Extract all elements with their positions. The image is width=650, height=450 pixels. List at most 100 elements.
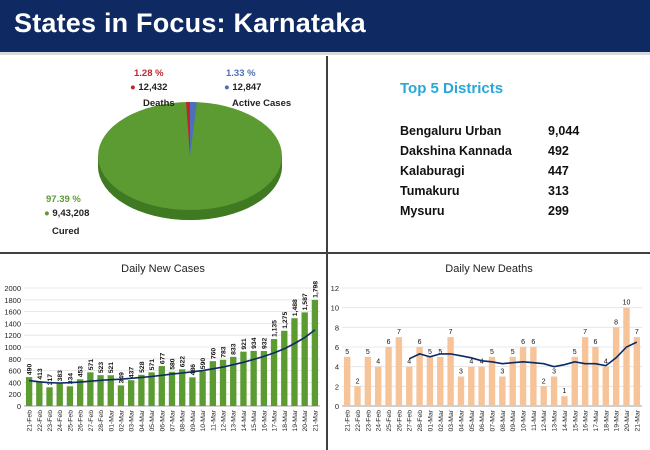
data-label: 413 — [37, 368, 44, 380]
x-tick-label: 20-Mar — [624, 409, 631, 431]
data-label: 1,587 — [302, 293, 309, 310]
x-tick-label: 04-Mar — [139, 409, 146, 431]
x-tick-label: 08-Mar — [180, 409, 187, 431]
data-label: 580 — [170, 358, 177, 370]
data-label: 317 — [47, 374, 54, 386]
bar — [36, 381, 43, 406]
x-tick-label: 10-Mar — [200, 409, 207, 431]
x-tick-label: 13-Mar — [552, 409, 559, 431]
district-value: 313 — [548, 184, 569, 198]
data-label: 590 — [200, 358, 207, 370]
data-label: 6 — [418, 339, 422, 346]
x-tick-label: 07-Mar — [490, 409, 497, 431]
cured-count-value: 9,43,208 — [52, 208, 90, 219]
bar — [354, 386, 361, 406]
trend-line — [408, 341, 638, 368]
bar — [395, 337, 403, 406]
data-label: 8 — [614, 319, 618, 326]
data-label: 490 — [27, 364, 34, 376]
x-tick-label: 02-Mar — [118, 409, 125, 431]
x-tick-label: 06-Mar — [479, 409, 486, 431]
bar — [311, 299, 319, 406]
data-label: 3 — [500, 369, 504, 376]
data-label: 10 — [623, 300, 631, 307]
y-tick-label: 2000 — [4, 284, 21, 293]
data-label: 1,135 — [272, 320, 279, 337]
x-tick-label: 13-Mar — [231, 409, 238, 431]
y-tick-label: 200 — [8, 390, 21, 399]
cured-label: Cured — [52, 226, 80, 237]
chart-title: Daily New Cases — [121, 263, 205, 275]
bar — [540, 386, 547, 406]
bar — [138, 374, 145, 406]
x-tick-label: 16-Mar — [583, 409, 590, 431]
data-label: 2 — [356, 378, 360, 385]
header-divider — [0, 52, 650, 55]
x-tick-label: 09-Mar — [190, 409, 197, 431]
bar — [117, 385, 125, 406]
data-label: 2 — [542, 378, 546, 385]
x-tick-label: 21-Mar — [312, 409, 319, 431]
x-tick-label: 25-Feb — [386, 410, 393, 432]
data-label: 5 — [490, 349, 494, 356]
data-label: 6 — [531, 339, 535, 346]
x-tick-label: 09-Mar — [510, 409, 517, 431]
active-count: ● 12,847 — [224, 82, 261, 93]
bar — [602, 366, 609, 406]
bar — [301, 312, 308, 406]
bar — [66, 386, 74, 406]
district-value: 447 — [548, 164, 569, 178]
bar — [107, 375, 114, 406]
x-tick-label: 17-Mar — [272, 409, 279, 431]
active-dot: ● — [224, 82, 230, 93]
x-tick-label: 22-Feb — [355, 410, 362, 432]
bar — [623, 307, 630, 406]
data-label: 932 — [261, 337, 268, 349]
bar — [478, 366, 485, 406]
y-tick-label: 10 — [331, 304, 339, 313]
x-tick-label: 23-Feb — [365, 410, 372, 432]
bar — [406, 366, 413, 406]
x-tick-label: 25-Feb — [67, 410, 74, 432]
bar — [199, 371, 206, 406]
x-tick-label: 03-Mar — [129, 409, 136, 431]
x-tick-label: 18-Mar — [282, 409, 289, 431]
data-label: 4 — [604, 359, 608, 366]
data-label: 3 — [459, 369, 463, 376]
data-label: 486 — [190, 364, 197, 376]
bar — [240, 351, 247, 406]
x-tick-label: 17-Mar — [593, 409, 600, 431]
data-label: 1,488 — [292, 299, 299, 316]
y-tick-label: 1400 — [4, 319, 21, 328]
data-label: 437 — [129, 367, 136, 379]
data-label: 4 — [376, 359, 380, 366]
bar — [128, 380, 135, 406]
x-tick-label: 01-Mar — [108, 409, 115, 431]
data-label: 521 — [108, 362, 115, 374]
y-tick-label: 1200 — [4, 331, 21, 340]
data-label: 5 — [366, 349, 370, 356]
x-tick-label: 19-Mar — [292, 409, 299, 431]
bar — [530, 347, 537, 406]
x-tick-label: 02-Mar — [438, 409, 445, 431]
data-label: 6 — [521, 339, 525, 346]
bar — [250, 350, 257, 406]
data-label: 833 — [231, 343, 238, 355]
bar — [97, 375, 104, 406]
x-tick-label: 15-Mar — [572, 409, 579, 431]
x-tick-label: 06-Mar — [159, 409, 166, 431]
data-label: 5 — [573, 349, 577, 356]
deaths-dot: ● — [130, 82, 136, 93]
bar — [179, 369, 186, 406]
data-label: 5 — [438, 349, 442, 356]
x-tick-label: 27-Feb — [88, 410, 95, 432]
district-value: 9,044 — [548, 124, 580, 138]
x-tick-label: 21-Feb — [27, 410, 34, 432]
pie-slice-deaths — [186, 101, 190, 156]
x-tick-label: 26-Feb — [78, 410, 85, 432]
x-tick-label: 26-Feb — [396, 410, 403, 432]
bar — [209, 361, 216, 406]
top-districts-title: Top 5 Districts — [400, 80, 504, 97]
y-tick-label: 0 — [335, 402, 339, 411]
data-label: 571 — [149, 359, 156, 371]
